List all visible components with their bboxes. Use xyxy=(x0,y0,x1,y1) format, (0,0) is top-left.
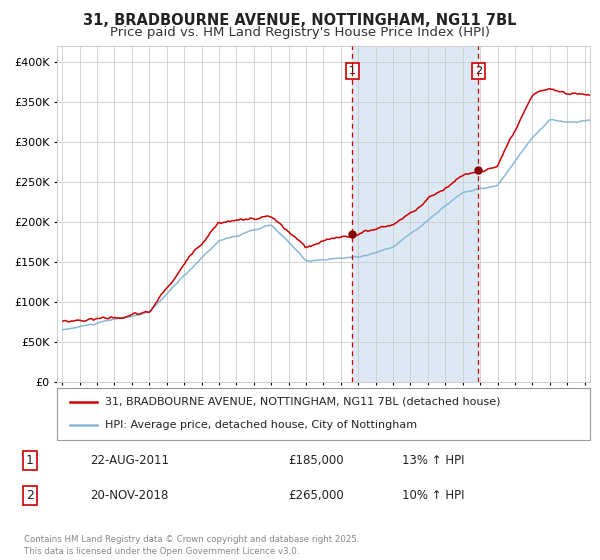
Text: 31, BRADBOURNE AVENUE, NOTTINGHAM, NG11 7BL: 31, BRADBOURNE AVENUE, NOTTINGHAM, NG11 … xyxy=(83,13,517,29)
Text: Price paid vs. HM Land Registry's House Price Index (HPI): Price paid vs. HM Land Registry's House … xyxy=(110,26,490,39)
Text: 10% ↑ HPI: 10% ↑ HPI xyxy=(402,489,464,502)
Text: 22-AUG-2011: 22-AUG-2011 xyxy=(90,454,169,467)
Bar xyxy=(352,46,478,382)
Text: 2: 2 xyxy=(26,489,34,502)
Text: 1: 1 xyxy=(26,454,34,467)
Text: 20-NOV-2018: 20-NOV-2018 xyxy=(90,489,169,502)
Text: £185,000: £185,000 xyxy=(288,454,344,467)
Text: 13% ↑ HPI: 13% ↑ HPI xyxy=(402,454,464,467)
Text: 31, BRADBOURNE AVENUE, NOTTINGHAM, NG11 7BL (detached house): 31, BRADBOURNE AVENUE, NOTTINGHAM, NG11 … xyxy=(105,397,500,407)
Text: 1: 1 xyxy=(349,66,356,76)
Text: £265,000: £265,000 xyxy=(288,489,344,502)
Text: HPI: Average price, detached house, City of Nottingham: HPI: Average price, detached house, City… xyxy=(105,420,417,430)
Text: Contains HM Land Registry data © Crown copyright and database right 2025.
This d: Contains HM Land Registry data © Crown c… xyxy=(24,535,359,556)
Text: 2: 2 xyxy=(475,66,482,76)
